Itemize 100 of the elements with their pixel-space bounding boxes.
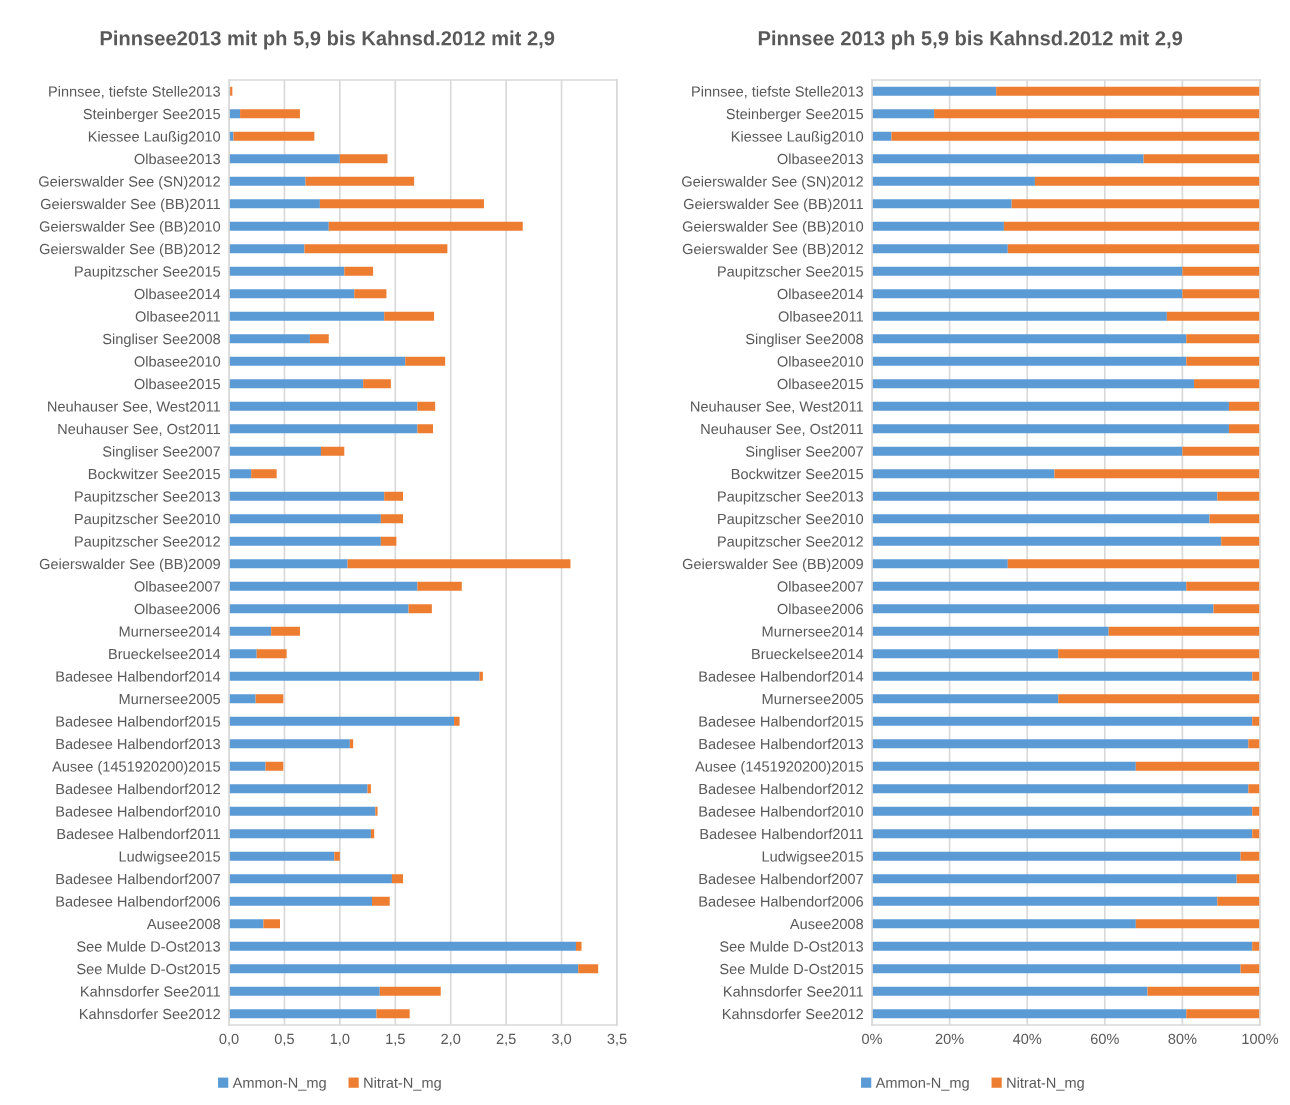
y-tick-label: Paupitzscher See2013 — [718, 490, 864, 505]
y-tick-label: Olbasee2011 — [135, 310, 220, 322]
y-tick-label: Brueckelsee2014 — [109, 648, 221, 660]
y-tick-label: Ludwigsee2015 — [762, 850, 864, 865]
y-tick-label: Badesee Halbendorf2011 — [57, 828, 220, 840]
y-tick-label: Ausee2008 — [789, 918, 864, 930]
y-tick-label: Badesee Halbendorf2013 — [56, 738, 221, 750]
y-tick-label: Olbasee2006 — [134, 603, 221, 615]
y-tick-label: Badesee Halbendorf2011 — [700, 828, 863, 840]
chart-title: Pinnsee 2013 ph 5,9 bis Kahnsd.2012 mit 2,9 — [758, 30, 1183, 50]
y-tick-label: Singliser See2008 — [745, 333, 864, 348]
legend-label: Ammon-N_mg — [875, 1077, 969, 1091]
y-tick-label: Geierswalder See (BB)2010 — [682, 220, 864, 235]
y-tick-label: Olbasee2006 — [777, 603, 864, 615]
y-tick-label: Olbasee2011 — [778, 310, 863, 322]
y-tick-label: Badesee Halbendorf2006 — [56, 895, 221, 907]
y-tick-label: Geierswalder See (SN)2012 — [682, 175, 863, 190]
y-tick-label: Olbasee2014 — [134, 288, 221, 300]
y-tick-label: Kahnsdorfer See2011 — [81, 985, 220, 997]
y-tick-label: Olbasee2015 — [134, 378, 221, 390]
y-tick-label: Geierswalder See (BB)2012 — [39, 243, 220, 258]
y-tick-label: Neuhauser See, West2011 — [48, 400, 220, 414]
y-tick-label: Geierswalder See (BB)2010 — [39, 220, 221, 235]
y-tick-label: Paupitzscher See2010 — [75, 513, 221, 528]
y-tick-label: Badesee Halbendorf2010 — [699, 805, 864, 817]
y-tick-label: Ludwigsee2015 — [119, 850, 221, 865]
x-tick-label: 20% — [935, 1033, 964, 1045]
y-tick-label: Badesee Halbendorf2012 — [56, 783, 220, 795]
x-tick-label: 0,0 — [219, 1033, 239, 1046]
y-tick-label: See Mulde D-Ost2013 — [720, 940, 864, 952]
y-tick-label: Neuhauser See, Ost2011 — [701, 423, 863, 436]
y-tick-label: Olbasee2013 — [777, 153, 864, 165]
y-tick-label: Badesee Halbendorf2015 — [56, 715, 221, 727]
y-tick-label: Paupitzscher See2013 — [75, 490, 221, 505]
y-tick-label: Murnersee2005 — [119, 693, 221, 705]
x-tick-label: 1,0 — [330, 1033, 350, 1046]
y-tick-label: Singliser See2007 — [102, 445, 220, 460]
x-tick-label: 40% — [1012, 1033, 1042, 1045]
legend-label: Ammon-N_mg — [232, 1077, 326, 1091]
y-tick-label: Steinberger See2015 — [726, 108, 864, 123]
y-tick-label: Ausee2008 — [146, 918, 221, 930]
x-tick-label: 100% — [1242, 1033, 1279, 1045]
y-tick-label: Paupitzscher See2015 — [718, 265, 864, 280]
y-tick-label: Badesee Halbendorf2015 — [699, 715, 864, 727]
y-tick-label: Bockwitzer See2015 — [88, 468, 221, 480]
x-tick-label: 3,0 — [551, 1033, 572, 1046]
y-tick-label: Badesee Halbendorf2013 — [699, 738, 864, 750]
y-tick-label: Olbasee2010 — [777, 355, 864, 367]
legend-label: Nitrat-N_mg — [364, 1077, 441, 1091]
x-tick-label: 0,5 — [274, 1033, 294, 1046]
x-tick-label: 2,0 — [441, 1033, 461, 1046]
y-tick-label: See Mulde D-Ost2013 — [77, 940, 221, 952]
y-tick-label: Neuhauser See, Ost2011 — [58, 423, 220, 436]
y-tick-label: Geierswalder See (BB)2011 — [40, 198, 220, 213]
y-tick-label: See Mulde D-Ost2015 — [720, 963, 864, 975]
x-tick-label: 60% — [1090, 1033, 1119, 1045]
y-tick-label: Ausee (1451920200)2015 — [695, 760, 864, 775]
y-tick-label: Olbasee2007 — [134, 580, 220, 592]
y-tick-label: Badesee Halbendorf2007 — [56, 873, 220, 885]
y-tick-label: Murnersee2014 — [762, 626, 864, 637]
y-tick-label: Brueckelsee2014 — [752, 648, 864, 660]
y-tick-label: Olbasee2014 — [777, 288, 864, 300]
x-tick-label: 1,5 — [386, 1033, 405, 1046]
y-tick-label: Kahnsdorfer See2012 — [722, 1008, 863, 1020]
y-tick-label: Bockwitzer See2015 — [731, 468, 864, 480]
y-tick-label: Murnersee2005 — [762, 693, 864, 705]
y-tick-label: Pinnsee, tiefste Stelle2013 — [49, 85, 221, 99]
y-tick-label: Badesee Halbendorf2010 — [56, 805, 221, 817]
y-tick-label: Paupitzscher See2012 — [718, 535, 863, 550]
y-tick-label: Ausee (1451920200)2015 — [52, 760, 221, 775]
y-tick-label: Paupitzscher See2015 — [75, 265, 221, 280]
x-tick-label: 80% — [1168, 1033, 1197, 1045]
y-tick-label: Olbasee2007 — [777, 580, 863, 592]
x-tick-label: 0% — [862, 1033, 883, 1045]
y-tick-label: Kiessee Laußig2010 — [731, 130, 864, 145]
y-tick-label: Olbasee2010 — [134, 355, 221, 367]
x-tick-label: 2,5 — [496, 1033, 516, 1046]
y-tick-label: Geierswalder See (BB)2012 — [682, 243, 863, 258]
y-tick-label: Paupitzscher See2012 — [75, 535, 220, 550]
y-tick-label: Kahnsdorfer See2012 — [79, 1008, 220, 1020]
y-tick-label: Neuhauser See, West2011 — [691, 400, 863, 414]
y-tick-label: Paupitzscher See2010 — [718, 513, 864, 528]
x-tick-label: 3,5 — [607, 1033, 627, 1046]
legend-label: Nitrat-N_mg — [1007, 1077, 1084, 1091]
y-tick-label: Badesee Halbendorf2012 — [699, 783, 863, 795]
chart-title: Pinnsee2013 mit ph 5,9 bis Kahnsd.2012 mit 2,9 — [100, 30, 555, 50]
y-tick-label: Olbasee2013 — [134, 153, 221, 165]
y-tick-label: Singliser See2008 — [102, 333, 221, 348]
y-tick-label: Badesee Halbendorf2014 — [699, 670, 864, 682]
y-tick-label: Olbasee2015 — [777, 378, 864, 390]
y-tick-label: Badesee Halbendorf2014 — [56, 670, 221, 682]
y-tick-label: Singliser See2007 — [745, 445, 863, 460]
y-tick-label: Steinberger See2015 — [83, 108, 221, 123]
y-tick-label: Geierswalder See (SN)2012 — [39, 175, 220, 190]
y-tick-label: Geierswalder See (BB)2009 — [39, 558, 220, 573]
y-tick-label: Kahnsdorfer See2011 — [724, 985, 863, 997]
y-tick-label: Kiessee Laußig2010 — [88, 130, 221, 145]
y-tick-label: Pinnsee, tiefste Stelle2013 — [692, 85, 864, 99]
y-tick-label: Geierswalder See (BB)2009 — [682, 558, 863, 573]
y-tick-label: Badesee Halbendorf2007 — [699, 873, 863, 885]
